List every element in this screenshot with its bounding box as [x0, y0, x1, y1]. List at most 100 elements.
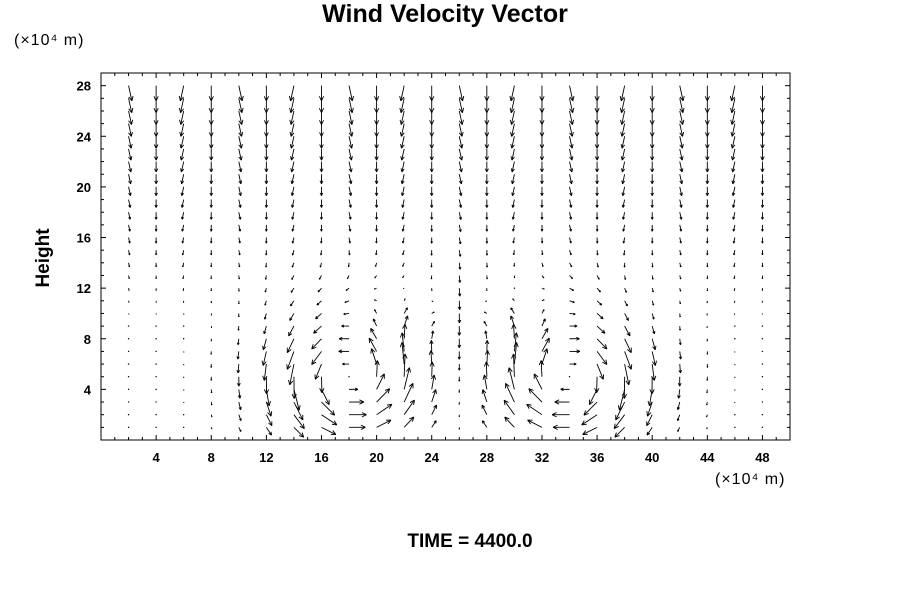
wind-vector	[761, 426, 764, 429]
wind-vector	[374, 136, 379, 149]
wind-vector	[264, 275, 267, 280]
wind-vector	[649, 123, 655, 137]
wind-vector	[596, 338, 608, 350]
wind-vector	[179, 136, 185, 149]
wind-vector	[651, 364, 657, 381]
wind-vector	[376, 419, 392, 428]
wind-vector	[209, 174, 214, 185]
wind-vector	[208, 85, 214, 102]
wind-vector	[128, 212, 132, 220]
wind-vector	[510, 123, 515, 137]
wind-vector	[346, 275, 350, 280]
wind-vector	[706, 401, 708, 406]
wind-vector	[311, 338, 322, 350]
wind-vector	[623, 262, 626, 268]
wind-vector	[704, 110, 710, 125]
wind-vector	[402, 250, 405, 256]
wind-vector	[370, 348, 378, 365]
wind-vector	[484, 136, 490, 149]
wind-vector	[596, 300, 603, 306]
wind-vector	[533, 373, 543, 390]
wind-vector	[154, 250, 158, 256]
wind-vector	[181, 224, 185, 232]
wind-vector	[319, 199, 324, 208]
wind-vector	[348, 136, 354, 149]
wind-vector	[569, 186, 573, 196]
wind-vector	[552, 424, 570, 430]
wind-vector	[319, 262, 322, 268]
wind-vector	[128, 161, 133, 173]
wind-vector	[238, 123, 244, 137]
wind-vector	[484, 110, 490, 125]
wind-vector	[620, 148, 626, 161]
wind-vector	[264, 224, 268, 232]
wind-vector	[348, 250, 351, 256]
wind-vector	[182, 325, 185, 327]
wind-vector	[761, 275, 764, 279]
wind-vector	[458, 262, 462, 270]
wind-vector	[264, 288, 267, 293]
wind-vector	[759, 110, 765, 125]
wind-vector	[677, 427, 681, 432]
wind-vector	[761, 224, 764, 232]
wind-vector	[429, 161, 434, 173]
wind-vector	[733, 275, 736, 280]
wind-vector	[595, 237, 599, 244]
wind-vector	[679, 262, 682, 268]
wind-vector	[679, 237, 682, 244]
wind-vector	[457, 351, 461, 360]
wind-vector	[155, 401, 157, 403]
wind-vector	[483, 320, 488, 327]
wind-vector	[733, 262, 736, 268]
wind-vector	[341, 324, 350, 328]
wind-vector	[511, 174, 515, 185]
wind-vector	[458, 288, 462, 297]
wind-vector	[595, 174, 599, 185]
wind-vector	[208, 110, 214, 125]
wind-vector	[179, 148, 185, 161]
wind-vector	[761, 401, 764, 403]
wind-vector	[238, 136, 243, 149]
wind-vector	[348, 123, 354, 137]
wind-vector	[210, 275, 213, 280]
wind-vector	[127, 325, 130, 327]
wind-vector	[238, 275, 241, 280]
wind-vector	[238, 224, 242, 232]
wind-vector	[429, 110, 435, 125]
wind-vector	[210, 351, 213, 355]
wind-vector	[510, 161, 515, 173]
wind-vector	[321, 414, 338, 426]
wind-vector	[338, 349, 350, 354]
x-axis-unit: (×10⁴ m)	[715, 471, 786, 488]
wind-vector	[375, 212, 379, 220]
wind-vector	[263, 313, 267, 320]
wind-vector	[679, 224, 683, 232]
wind-vector	[319, 186, 324, 196]
wind-vector	[595, 199, 599, 208]
wind-vector	[128, 288, 130, 291]
wind-vector	[569, 312, 576, 316]
wind-vector	[343, 312, 350, 316]
wind-vector	[486, 275, 489, 280]
wind-vector	[209, 136, 214, 149]
wind-vector	[569, 275, 574, 280]
plot-frame	[100, 72, 791, 441]
wind-vector	[509, 98, 515, 113]
wind-vector	[760, 212, 764, 220]
wind-vector	[594, 85, 600, 102]
wind-vector	[706, 427, 708, 430]
wind-vector	[210, 262, 213, 268]
wind-vector	[650, 174, 655, 185]
wind-vector	[651, 262, 654, 268]
wind-vector	[209, 148, 214, 161]
wind-vector	[319, 174, 324, 185]
wind-vector	[429, 123, 435, 137]
wind-vector	[527, 419, 543, 428]
wind-vector	[679, 212, 683, 220]
wind-vector	[374, 309, 377, 314]
wind-vector	[485, 250, 489, 256]
wind-vector	[128, 98, 134, 113]
wind-vector	[290, 148, 295, 161]
wind-vector	[540, 237, 544, 244]
wind-vector	[651, 300, 655, 306]
